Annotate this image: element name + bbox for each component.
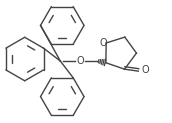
Text: O: O [99,38,107,48]
Text: O: O [142,65,149,75]
Text: O: O [76,56,84,66]
